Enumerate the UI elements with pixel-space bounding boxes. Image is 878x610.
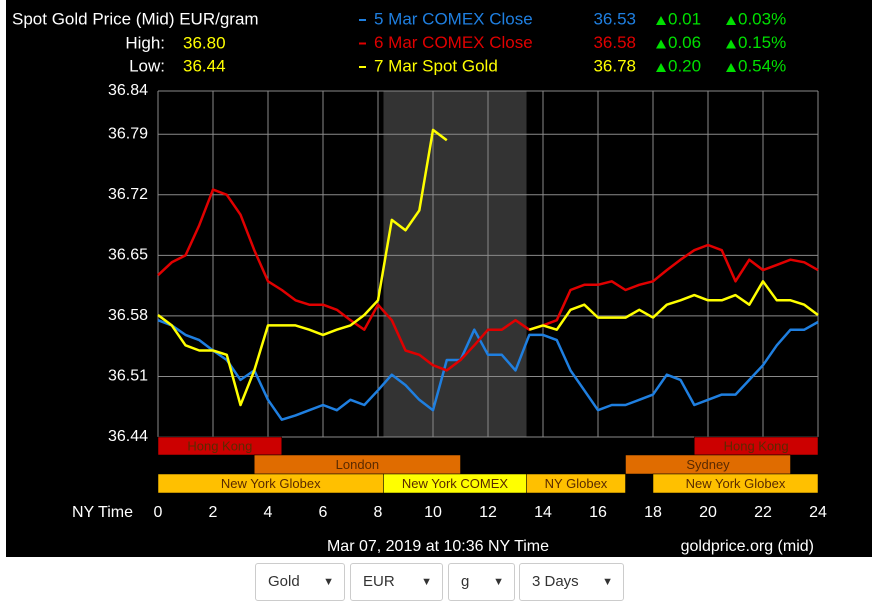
legend-change: 0.20: [668, 56, 701, 75]
session-label: Hong Kong: [724, 438, 789, 453]
legend-name: 5 Mar COMEX Close: [374, 9, 533, 28]
session-bar: [526, 473, 626, 494]
timestamp: Mar 07, 2019 at 10:36 NY Time: [327, 538, 549, 555]
x-tick-label: 24: [809, 504, 827, 521]
x-tick-label: 20: [699, 504, 717, 521]
legend-close: 36.53: [593, 9, 636, 28]
controls: Gold ▼ EUR ▼ g ▼ 3 Days ▼: [0, 563, 878, 603]
y-tick-label: 36.79: [108, 125, 148, 142]
x-tick-label: 18: [644, 504, 662, 521]
dropdown[interactable]: g ▼: [448, 563, 515, 601]
x-tick-label: 14: [534, 504, 552, 521]
y-tick-label: 36.44: [108, 428, 148, 445]
up-arrow: [656, 16, 666, 25]
x-axis-label: NY Time: [72, 504, 133, 521]
session-label: Hong Kong: [187, 438, 252, 453]
y-tick-label: 36.65: [108, 247, 148, 264]
dropdown-label: g: [461, 573, 470, 590]
low-label: Low:: [129, 56, 165, 75]
x-tick-label: 16: [589, 504, 607, 521]
up-arrow: [726, 39, 736, 49]
x-tick-label: 4: [264, 504, 273, 521]
session-bar: [157, 436, 282, 456]
x-tick-label: 10: [424, 504, 442, 521]
dropdown-caret: ▼: [323, 576, 334, 588]
dropdown[interactable]: Gold ▼: [255, 563, 345, 601]
legend-change-pct: 0.03%: [738, 9, 786, 28]
up-arrow: [656, 39, 666, 49]
x-tick-label: 22: [754, 504, 772, 521]
dropdown-label: EUR: [363, 573, 395, 590]
legend-change: 0.01: [668, 9, 701, 28]
x-tick-label: 12: [479, 504, 497, 521]
legend-name: 6 Mar COMEX Close: [374, 33, 533, 52]
x-tick-label: 6: [319, 504, 328, 521]
legend-change-pct: 0.54%: [738, 56, 786, 75]
session-label: NY Globex: [545, 476, 608, 491]
x-tick-label: 2: [209, 504, 218, 521]
session-label: New York Globex: [221, 476, 321, 491]
legend-close: 36.78: [593, 56, 636, 75]
session-label: New York COMEX: [402, 476, 509, 491]
dropdown[interactable]: 3 Days ▼: [519, 563, 624, 601]
y-tick-label: 36.84: [108, 82, 148, 99]
source: goldprice.org (mid): [681, 538, 814, 555]
legend-name: 7 Mar Spot Gold: [374, 56, 498, 75]
y-tick-label: 36.51: [108, 368, 148, 385]
dropdown-caret: ▼: [493, 576, 504, 588]
price-line: [157, 319, 819, 421]
session-label: New York Globex: [686, 476, 786, 491]
price-line: [157, 128, 819, 407]
legend-close: 36.58: [593, 33, 636, 52]
x-tick-label: 8: [374, 504, 383, 521]
high-value: 36.80: [183, 33, 226, 52]
y-tick-label: 36.58: [108, 307, 148, 324]
dropdown[interactable]: EUR ▼: [350, 563, 443, 601]
comex-hours-band: [383, 91, 527, 437]
up-arrow: [656, 63, 666, 72]
legend-change-pct: 0.15%: [738, 33, 786, 52]
session-label: London: [336, 457, 379, 472]
y-tick-label: 36.72: [108, 186, 148, 203]
high-label: High:: [125, 33, 165, 52]
session-bar: [652, 473, 819, 494]
session-label: Sydney: [686, 457, 730, 472]
legend-change: 0.06: [668, 33, 701, 52]
dropdown-label: Gold: [268, 573, 300, 590]
up-arrow: [726, 63, 736, 72]
dropdown-caret: ▼: [602, 576, 613, 588]
low-value: 36.44: [183, 56, 226, 75]
dropdown-caret: ▼: [421, 576, 432, 588]
dropdown-label: 3 Days: [532, 573, 579, 590]
chart: Spot Gold Price (Mid) EUR/gram High: 36.…: [6, 0, 872, 557]
chart-title: Spot Gold Price (Mid) EUR/gram: [12, 9, 259, 28]
x-tick-label: 0: [154, 504, 163, 521]
price-line: [157, 188, 819, 372]
up-arrow: [726, 16, 736, 25]
